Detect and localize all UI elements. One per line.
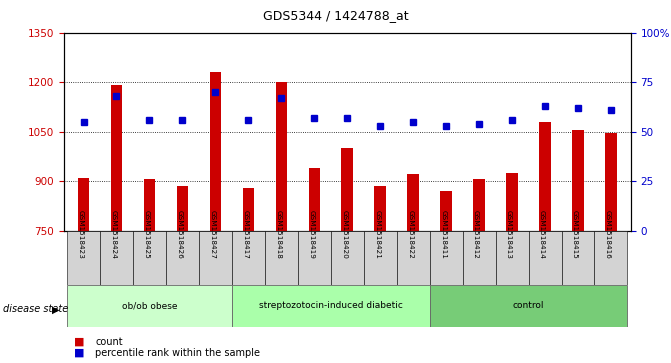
Bar bbox=[374, 186, 386, 231]
Text: disease state: disease state bbox=[3, 304, 68, 314]
Text: ob/ob obese: ob/ob obese bbox=[121, 301, 177, 310]
Bar bbox=[572, 130, 584, 231]
Bar bbox=[144, 179, 155, 231]
Bar bbox=[67, 285, 232, 327]
Bar bbox=[364, 231, 397, 285]
Text: GSM1518413: GSM1518413 bbox=[506, 211, 512, 259]
Bar bbox=[111, 85, 122, 231]
Text: ■: ■ bbox=[74, 347, 85, 358]
Text: GSM1518421: GSM1518421 bbox=[374, 211, 380, 259]
Bar bbox=[78, 178, 89, 231]
Text: ■: ■ bbox=[74, 337, 85, 347]
Text: GSM1518416: GSM1518416 bbox=[605, 211, 611, 259]
Bar bbox=[100, 231, 133, 285]
Text: GSM1518417: GSM1518417 bbox=[242, 211, 248, 259]
Text: GSM1518425: GSM1518425 bbox=[144, 211, 150, 259]
Text: GSM1518424: GSM1518424 bbox=[111, 211, 117, 259]
Bar bbox=[243, 188, 254, 231]
Bar bbox=[529, 231, 562, 285]
Text: GSM1518418: GSM1518418 bbox=[275, 211, 281, 259]
Bar bbox=[605, 133, 617, 231]
Bar bbox=[539, 122, 551, 231]
Bar bbox=[232, 285, 429, 327]
Text: GSM1518415: GSM1518415 bbox=[572, 211, 578, 259]
Bar bbox=[397, 231, 429, 285]
Text: streptozotocin-induced diabetic: streptozotocin-induced diabetic bbox=[259, 301, 403, 310]
Text: GSM1518427: GSM1518427 bbox=[209, 211, 215, 259]
Text: GSM1518419: GSM1518419 bbox=[308, 211, 314, 259]
Bar bbox=[429, 285, 627, 327]
Text: percentile rank within the sample: percentile rank within the sample bbox=[95, 347, 260, 358]
Text: GDS5344 / 1424788_at: GDS5344 / 1424788_at bbox=[262, 9, 409, 22]
Bar bbox=[462, 231, 496, 285]
Bar bbox=[331, 231, 364, 285]
Text: ▶: ▶ bbox=[52, 304, 59, 314]
Bar bbox=[309, 168, 320, 231]
Text: control: control bbox=[513, 301, 544, 310]
Text: GSM1518420: GSM1518420 bbox=[342, 211, 348, 259]
Text: GSM1518423: GSM1518423 bbox=[78, 211, 83, 259]
Bar bbox=[209, 72, 221, 231]
Bar bbox=[562, 231, 595, 285]
Bar bbox=[342, 148, 353, 231]
Text: GSM1518414: GSM1518414 bbox=[539, 211, 545, 259]
Text: GSM1518412: GSM1518412 bbox=[473, 211, 479, 259]
Bar bbox=[265, 231, 298, 285]
Bar bbox=[176, 186, 188, 231]
Bar bbox=[133, 231, 166, 285]
Text: GSM1518426: GSM1518426 bbox=[176, 211, 183, 259]
Bar bbox=[298, 231, 331, 285]
Bar bbox=[496, 231, 529, 285]
Bar bbox=[429, 231, 462, 285]
Bar bbox=[473, 179, 485, 231]
Bar bbox=[199, 231, 232, 285]
Bar bbox=[166, 231, 199, 285]
Bar bbox=[232, 231, 265, 285]
Bar bbox=[595, 231, 627, 285]
Bar bbox=[276, 82, 287, 231]
Bar bbox=[67, 231, 100, 285]
Bar bbox=[440, 191, 452, 231]
Bar bbox=[507, 173, 518, 231]
Text: GSM1518422: GSM1518422 bbox=[407, 211, 413, 259]
Text: GSM1518411: GSM1518411 bbox=[440, 211, 446, 259]
Bar bbox=[407, 175, 419, 231]
Text: count: count bbox=[95, 337, 123, 347]
